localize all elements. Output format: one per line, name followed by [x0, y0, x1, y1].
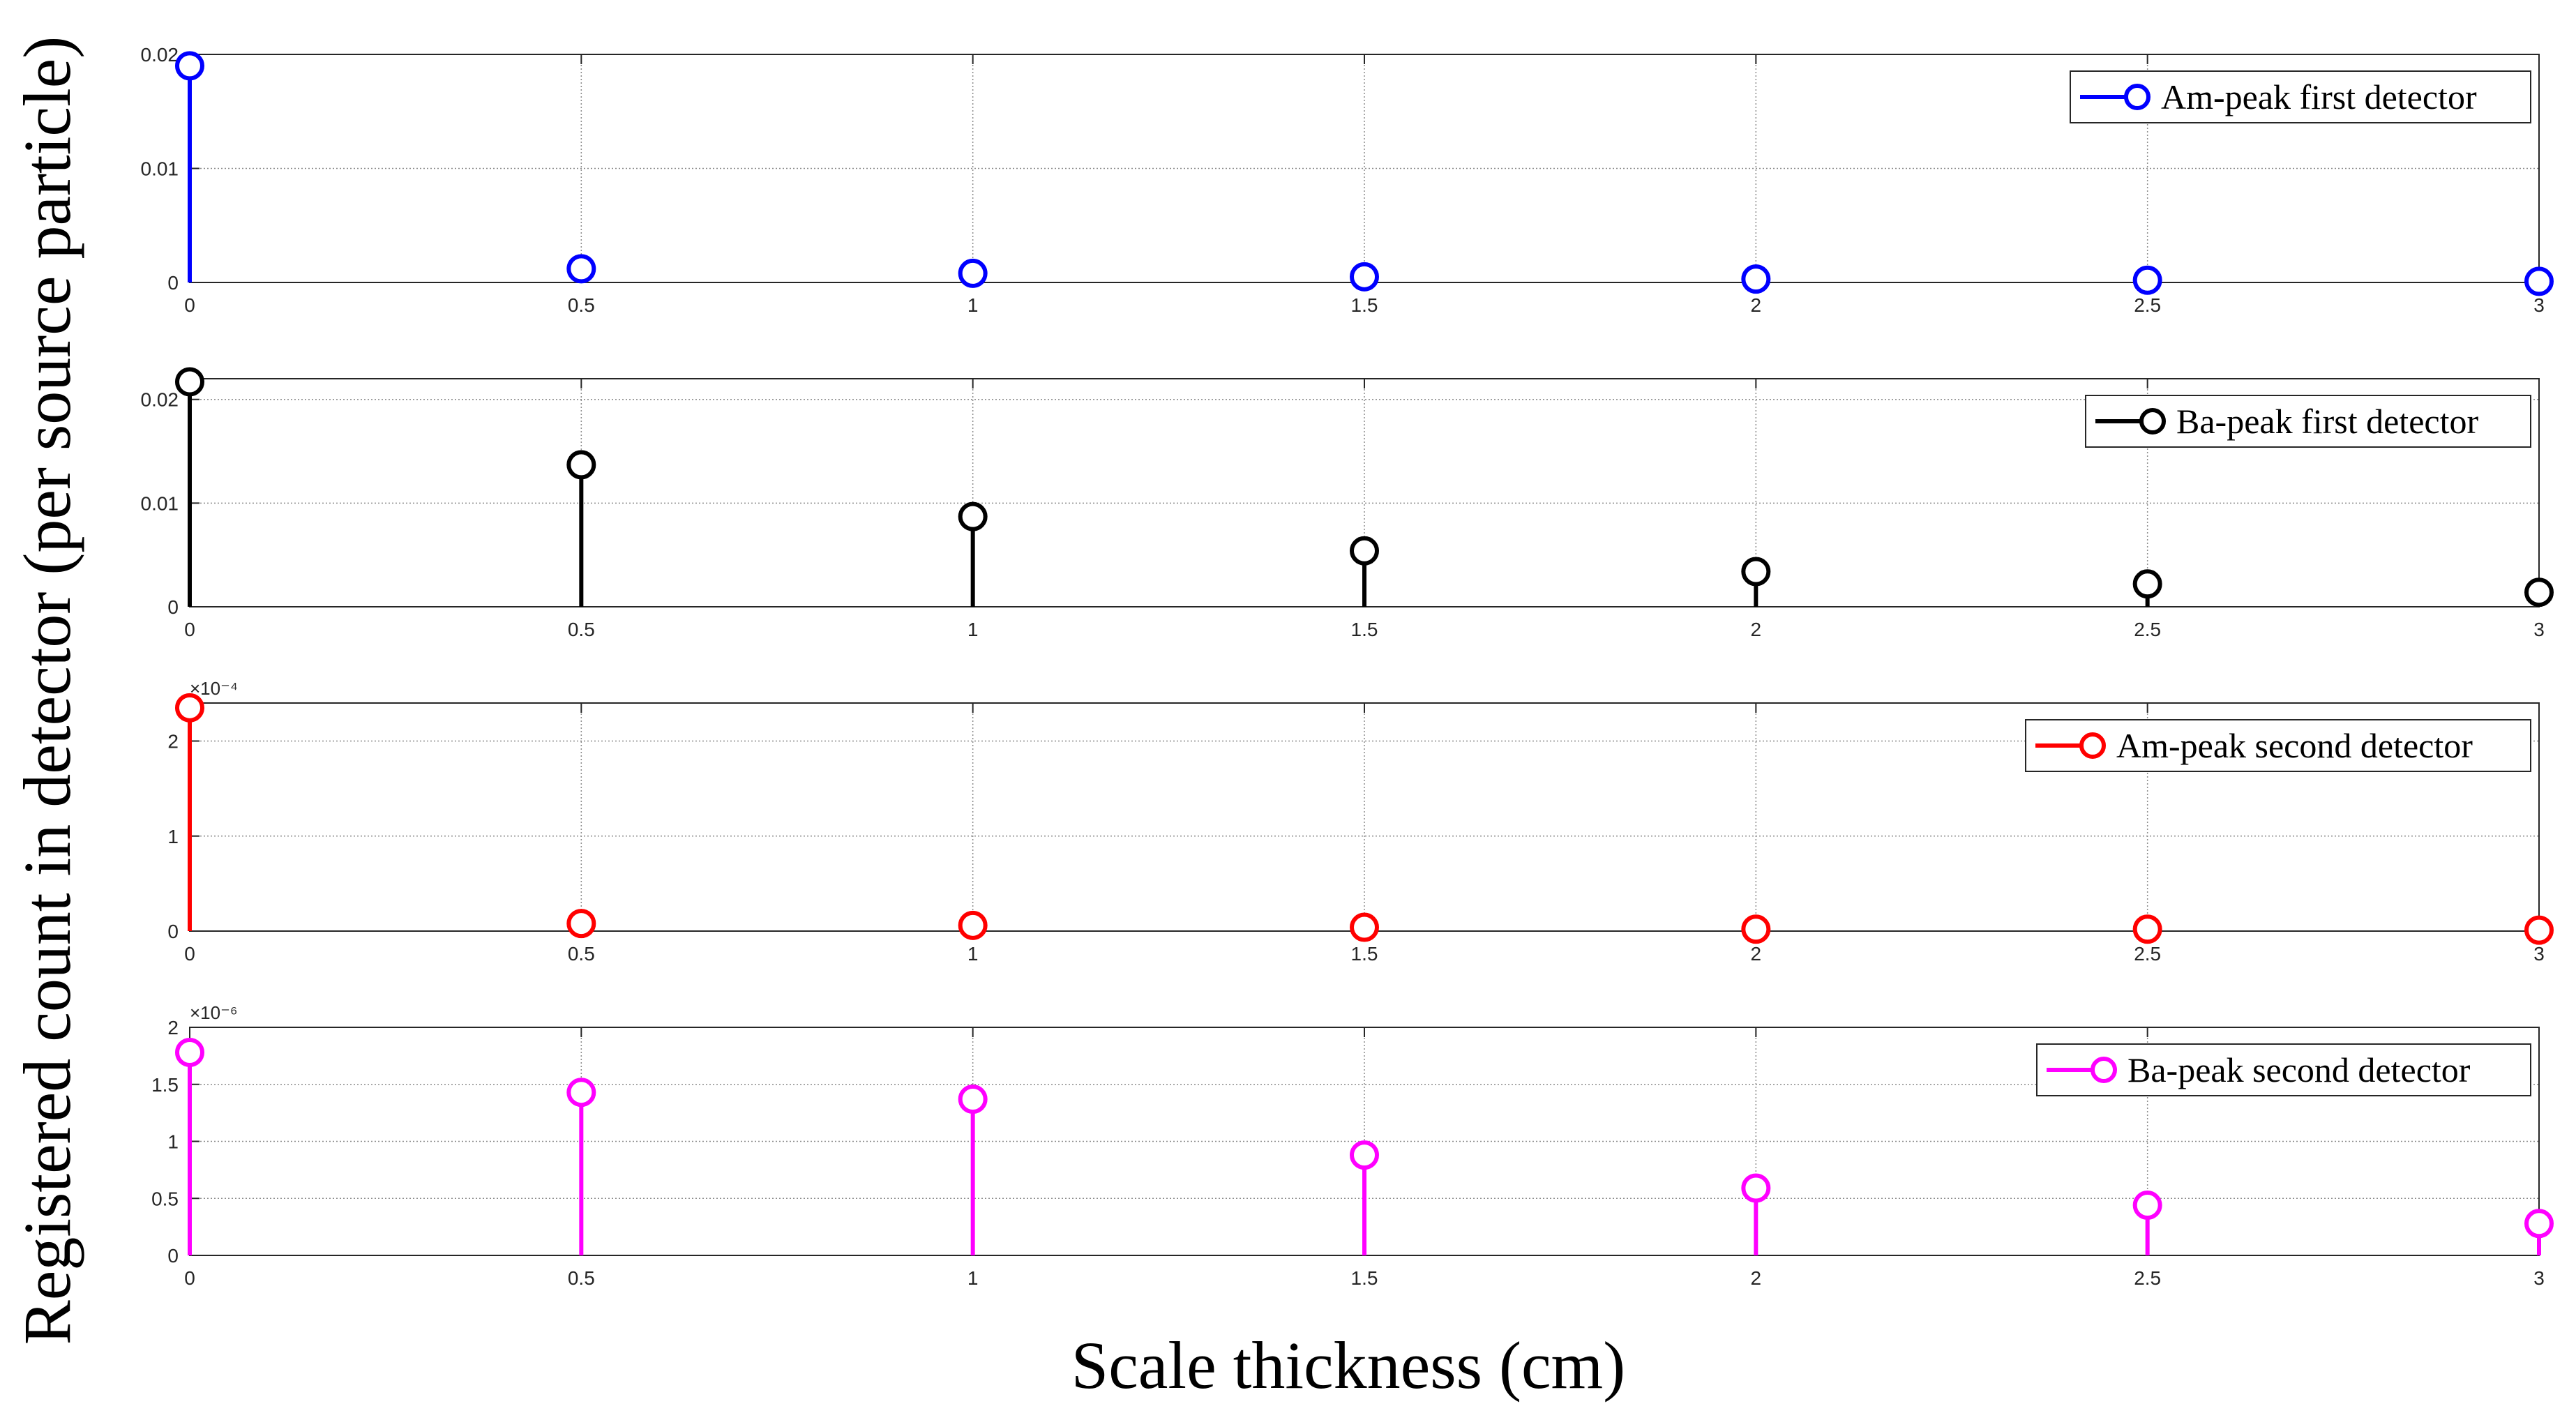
stem-marker — [566, 1078, 596, 1108]
stem-marker — [2132, 914, 2162, 944]
stem-marker — [566, 450, 596, 480]
x-tick-label: 1 — [967, 943, 979, 965]
legend-box — [2025, 719, 2531, 772]
legend-marker — [2079, 732, 2106, 759]
y-tick-label: 0 — [167, 596, 179, 618]
x-tick-label: 0.5 — [568, 619, 595, 640]
x-tick-label: 3 — [2533, 943, 2545, 965]
legend: Am-peak first detector — [2070, 70, 2531, 123]
stem-marker — [2132, 569, 2162, 599]
x-tick-label: 2 — [1751, 294, 1762, 316]
y-tick-label: 0 — [167, 921, 179, 942]
y-tick-label: 0 — [167, 1245, 179, 1267]
stem-marker — [1741, 1173, 1771, 1203]
x-tick-label: 0.5 — [568, 294, 595, 316]
stem-marker — [566, 909, 596, 939]
legend-label: Ba-peak first detector — [2176, 402, 2478, 441]
y-tick-label: 0.01 — [141, 158, 179, 180]
x-tick-label: 0 — [184, 943, 195, 965]
x-tick-label: 2 — [1751, 619, 1762, 640]
chart-panels: 0 0.5 1 1.5 2 2.5 3 0 0.01 0.02 Am-peak first dete… — [141, 44, 2554, 1289]
y-tick-label: 0 — [167, 272, 179, 294]
x-tick-label: 0 — [184, 1267, 195, 1289]
x-tick-label: 1.5 — [1351, 1267, 1378, 1289]
stem-marker — [566, 254, 596, 284]
x-tick-label: 1 — [967, 294, 979, 316]
x-tick-label: 1.5 — [1351, 619, 1378, 640]
legend-marker — [2091, 1057, 2117, 1083]
y-exponent-label: ×10⁻⁴ — [190, 678, 238, 699]
legend-box — [2036, 1043, 2531, 1096]
stem-marker — [2524, 577, 2554, 607]
x-tick-label: 0.5 — [568, 943, 595, 965]
stem-marker — [2524, 266, 2554, 296]
x-tick-label: 2.5 — [2134, 1267, 2161, 1289]
y-tick-label: 0.01 — [141, 492, 179, 514]
legend: Am-peak second detector — [2025, 719, 2531, 772]
stem-marker — [175, 367, 204, 397]
y-tick-label: 2 — [167, 731, 179, 753]
x-tick-label: 3 — [2533, 619, 2545, 640]
stem-marker — [175, 1037, 204, 1067]
x-tick-label: 1 — [967, 619, 979, 640]
stem-marker — [2132, 1191, 2162, 1221]
legend: Ba-peak first detector — [2085, 395, 2531, 448]
x-tick-label: 0 — [184, 294, 195, 316]
x-tick-label: 2.5 — [2134, 943, 2161, 965]
legend-label: Am-peak second detector — [2116, 726, 2473, 765]
y-axis-title: Registered count in detector (per source… — [10, 36, 84, 1345]
stem-marker — [1741, 914, 1771, 944]
x-tick-label: 0.5 — [568, 1267, 595, 1289]
stem-marker — [958, 910, 988, 940]
y-exponent-label: ×10⁻⁶ — [190, 1002, 238, 1023]
stem-marker — [2132, 265, 2162, 295]
x-tick-label: 2.5 — [2134, 294, 2161, 316]
stem-marker — [1350, 912, 1379, 942]
stem-marker — [1741, 264, 1771, 294]
y-tick-label: 1.5 — [151, 1074, 179, 1096]
legend: Ba-peak second detector — [2036, 1043, 2531, 1096]
stem-marker — [175, 51, 204, 81]
y-tick-label: 1 — [167, 1131, 179, 1153]
x-tick-label: 1.5 — [1351, 294, 1378, 316]
x-tick-label: 0 — [184, 619, 195, 640]
stem-marker — [175, 693, 204, 723]
y-tick-label: 1 — [167, 826, 179, 847]
x-tick-label: 2.5 — [2134, 619, 2161, 640]
panel-4: 0 0.5 1 1.5 2 2.5 3 0 0.5 1 1.5 2 ×10⁻⁶ Ba-peak secon… — [151, 1002, 2554, 1289]
y-tick-label: 2 — [167, 1017, 179, 1038]
x-tick-label: 2 — [1751, 943, 1762, 965]
panel-2: 0 0.5 1 1.5 2 2.5 3 0 0.01 0.02 Ba-peak first dete… — [141, 367, 2554, 640]
x-tick-label: 1.5 — [1351, 943, 1378, 965]
stem-marker — [1350, 1140, 1379, 1170]
legend-label: Ba-peak second detector — [2127, 1050, 2471, 1089]
panel-3: 0 0.5 1 1.5 2 2.5 3 0 1 2 ×10⁻⁴ Am-peak second dete… — [167, 678, 2554, 965]
y-tick-label: 0.02 — [141, 389, 179, 411]
stem-marker — [958, 258, 988, 288]
legend-marker — [2124, 84, 2151, 110]
legend-marker — [2139, 408, 2166, 435]
legend-label: Am-peak first detector — [2161, 77, 2477, 116]
x-tick-label: 2 — [1751, 1267, 1762, 1289]
stem-marker — [2524, 1209, 2554, 1239]
y-tick-label: 0.02 — [141, 44, 179, 66]
stem-marker — [958, 1085, 988, 1115]
y-tick-label: 0.5 — [151, 1188, 179, 1209]
stem-marker — [958, 501, 988, 531]
x-tick-label: 3 — [2533, 1267, 2545, 1289]
x-axis-title: Scale thickness (cm) — [1071, 1328, 1625, 1403]
stem-marker — [2524, 915, 2554, 945]
x-tick-label: 1 — [967, 1267, 979, 1289]
x-tick-label: 3 — [2533, 294, 2545, 316]
stem-marker — [1741, 557, 1771, 587]
stem-marker — [1350, 262, 1379, 292]
panel-1: 0 0.5 1 1.5 2 2.5 3 0 0.01 0.02 Am-peak first dete… — [141, 44, 2554, 316]
stem-marker — [1350, 536, 1379, 566]
